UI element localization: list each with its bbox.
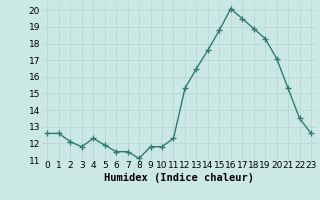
X-axis label: Humidex (Indice chaleur): Humidex (Indice chaleur) — [104, 173, 254, 183]
